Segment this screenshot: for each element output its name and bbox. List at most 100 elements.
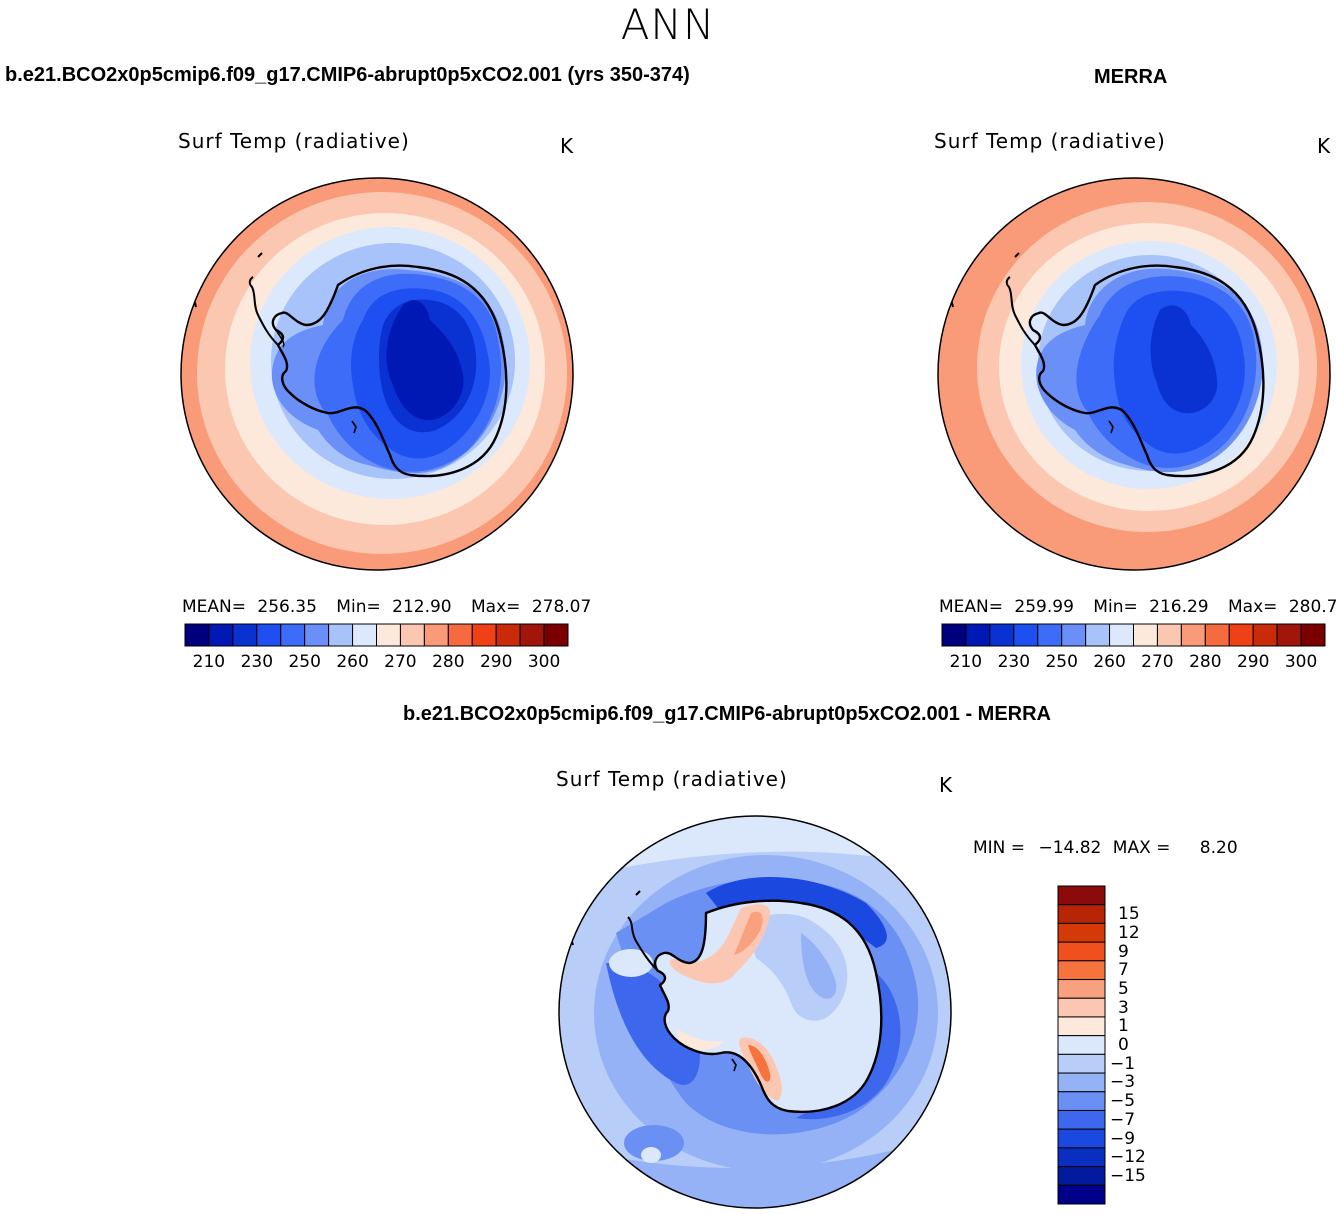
colorbar-tick-label: 260 bbox=[1093, 652, 1126, 672]
colorbar-swatch bbox=[1057, 1166, 1106, 1186]
obs-max-value: 280.73 bbox=[1288, 597, 1336, 617]
colorbar-tick-label: 280 bbox=[1189, 652, 1222, 672]
colorbar-tick-label: 300 bbox=[1284, 652, 1318, 672]
colorbar-swatch bbox=[1057, 1072, 1106, 1093]
diff-min-value: −14.82 bbox=[1038, 838, 1102, 858]
colorbar-tick-label: 300 bbox=[527, 652, 561, 672]
colorbar-swatch bbox=[1057, 1016, 1106, 1037]
colorbar-swatch bbox=[1013, 623, 1039, 647]
obs-panel-title: MERRA bbox=[1094, 66, 1168, 88]
colorbar-swatch bbox=[1133, 623, 1158, 647]
model-min-value: 212.90 bbox=[392, 597, 452, 617]
colorbar-swatch bbox=[304, 623, 330, 647]
obs-colorbar-swatches bbox=[941, 623, 1326, 647]
colorbar-tick-label: −12 bbox=[1110, 1147, 1146, 1168]
diff-colorbar-ticks: 15 12 9 7 5 3 1 0 −1 −3 −5 −7 −9 −12 −15 bbox=[1110, 886, 1170, 1204]
model-colorbar-ticks: 210 230 250 260 270 280 290 300 bbox=[185, 652, 568, 674]
colorbar-tick-label: 210 bbox=[949, 652, 983, 672]
colorbar-swatch bbox=[1057, 885, 1106, 906]
colorbar-swatch bbox=[1057, 1091, 1106, 1111]
obs-min-value: 216.29 bbox=[1149, 597, 1209, 617]
model-stats: MEAN= 256.35 Min= 212.90 Max= 278.07 bbox=[182, 597, 591, 617]
season-title: ANN bbox=[620, 0, 716, 49]
obs-polar-map bbox=[937, 177, 1331, 571]
colorbar-swatch bbox=[423, 623, 449, 647]
colorbar-swatch bbox=[1057, 1109, 1106, 1130]
colorbar-swatch bbox=[1180, 623, 1206, 647]
colorbar-swatch bbox=[543, 623, 569, 647]
colorbar-swatch bbox=[1057, 997, 1106, 1018]
model-panel-title: b.e21.BCO2x0p5cmip6.f09_g17.CMIP6-abrupt… bbox=[5, 64, 690, 86]
colorbar-swatch bbox=[1057, 941, 1106, 962]
colorbar-swatch bbox=[352, 623, 377, 647]
colorbar-swatch bbox=[447, 623, 473, 647]
colorbar-tick-label: 5 bbox=[1118, 978, 1129, 999]
model-mean-label: MEAN= bbox=[182, 597, 246, 617]
colorbar-tick-label: 290 bbox=[479, 652, 513, 672]
colorbar-swatch bbox=[376, 623, 401, 647]
model-unit-label: K bbox=[560, 134, 574, 158]
colorbar-swatch bbox=[1057, 904, 1106, 924]
colorbar-swatch bbox=[232, 623, 258, 647]
colorbar-swatch bbox=[495, 623, 521, 647]
colorbar-swatch bbox=[399, 623, 425, 647]
model-mean-value: 256.35 bbox=[257, 597, 317, 617]
colorbar-swatch bbox=[1109, 623, 1134, 647]
colorbar-swatch bbox=[1156, 623, 1182, 647]
diff-stats: MIN = −14.82 MAX = 8.20 bbox=[973, 838, 1238, 858]
diff-polar-map bbox=[558, 815, 952, 1209]
colorbar-tick-label: 280 bbox=[432, 652, 465, 672]
obs-colorbar-ticks: 210 230 250 260 270 280 290 300 bbox=[942, 652, 1325, 674]
obs-variable-label: Surf Temp (radiative) bbox=[934, 129, 1166, 153]
obs-min-label: Min= bbox=[1093, 597, 1138, 617]
colorbar-tick-label: 270 bbox=[1141, 652, 1174, 672]
colorbar-tick-label: 270 bbox=[384, 652, 417, 672]
colorbar-swatch bbox=[256, 623, 282, 647]
colorbar-swatch bbox=[208, 623, 234, 647]
colorbar-swatch bbox=[280, 623, 306, 647]
colorbar-tick-label: 290 bbox=[1236, 652, 1270, 672]
colorbar-swatch bbox=[1276, 623, 1302, 647]
obs-stats: MEAN= 259.99 Min= 216.29 Max= 280.73 bbox=[939, 597, 1336, 617]
colorbar-swatch bbox=[1057, 1128, 1106, 1149]
colorbar-tick-label: 230 bbox=[240, 652, 274, 672]
diff-max-label: MAX = bbox=[1112, 838, 1171, 858]
colorbar-swatch bbox=[1300, 623, 1326, 647]
diff-unit-label: K bbox=[939, 773, 953, 797]
colorbar-tick-label: 250 bbox=[288, 652, 321, 672]
colorbar-tick-label: 3 bbox=[1118, 997, 1129, 1018]
colorbar-swatch bbox=[1057, 1147, 1106, 1168]
colorbar-swatch bbox=[328, 623, 354, 647]
colorbar-tick-label: 210 bbox=[192, 652, 226, 672]
colorbar-swatch bbox=[1252, 623, 1278, 647]
obs-mean-label: MEAN= bbox=[939, 597, 1003, 617]
diff-min-label: MIN = bbox=[973, 838, 1026, 858]
colorbar-tick-label: 0 bbox=[1118, 1035, 1129, 1055]
model-variable-label: Surf Temp (radiative) bbox=[178, 129, 410, 153]
model-max-value: 278.07 bbox=[531, 597, 592, 617]
obs-max-label: Max= bbox=[1228, 597, 1278, 617]
colorbar-swatch bbox=[1061, 623, 1087, 647]
diff-max-value: 8.20 bbox=[1199, 838, 1238, 858]
colorbar-tick-label: 1 bbox=[1118, 1016, 1129, 1037]
colorbar-tick-label: 250 bbox=[1045, 652, 1078, 672]
colorbar-swatch bbox=[965, 623, 991, 647]
colorbar-swatch bbox=[1228, 623, 1254, 647]
model-colorbar-swatches bbox=[184, 623, 569, 647]
colorbar-swatch bbox=[1085, 623, 1111, 647]
colorbar-swatch bbox=[1057, 960, 1106, 981]
colorbar-tick-label: 9 bbox=[1118, 941, 1129, 962]
colorbar-tick-label: 12 bbox=[1118, 922, 1140, 943]
colorbar-swatch bbox=[1057, 979, 1106, 999]
colorbar-tick-label: −7 bbox=[1110, 1109, 1136, 1130]
colorbar-swatch bbox=[1057, 1184, 1106, 1205]
diff-colorbar-swatches bbox=[1057, 885, 1106, 1205]
colorbar-tick-label: 230 bbox=[997, 652, 1031, 672]
colorbar-tick-label: −3 bbox=[1110, 1072, 1136, 1093]
model-polar-map bbox=[180, 177, 574, 571]
colorbar-swatch bbox=[184, 623, 210, 647]
colorbar-swatch bbox=[1057, 1053, 1106, 1074]
colorbar-swatch bbox=[471, 623, 497, 647]
colorbar-swatch bbox=[1057, 1035, 1106, 1055]
colorbar-tick-label: −1 bbox=[1110, 1053, 1136, 1074]
